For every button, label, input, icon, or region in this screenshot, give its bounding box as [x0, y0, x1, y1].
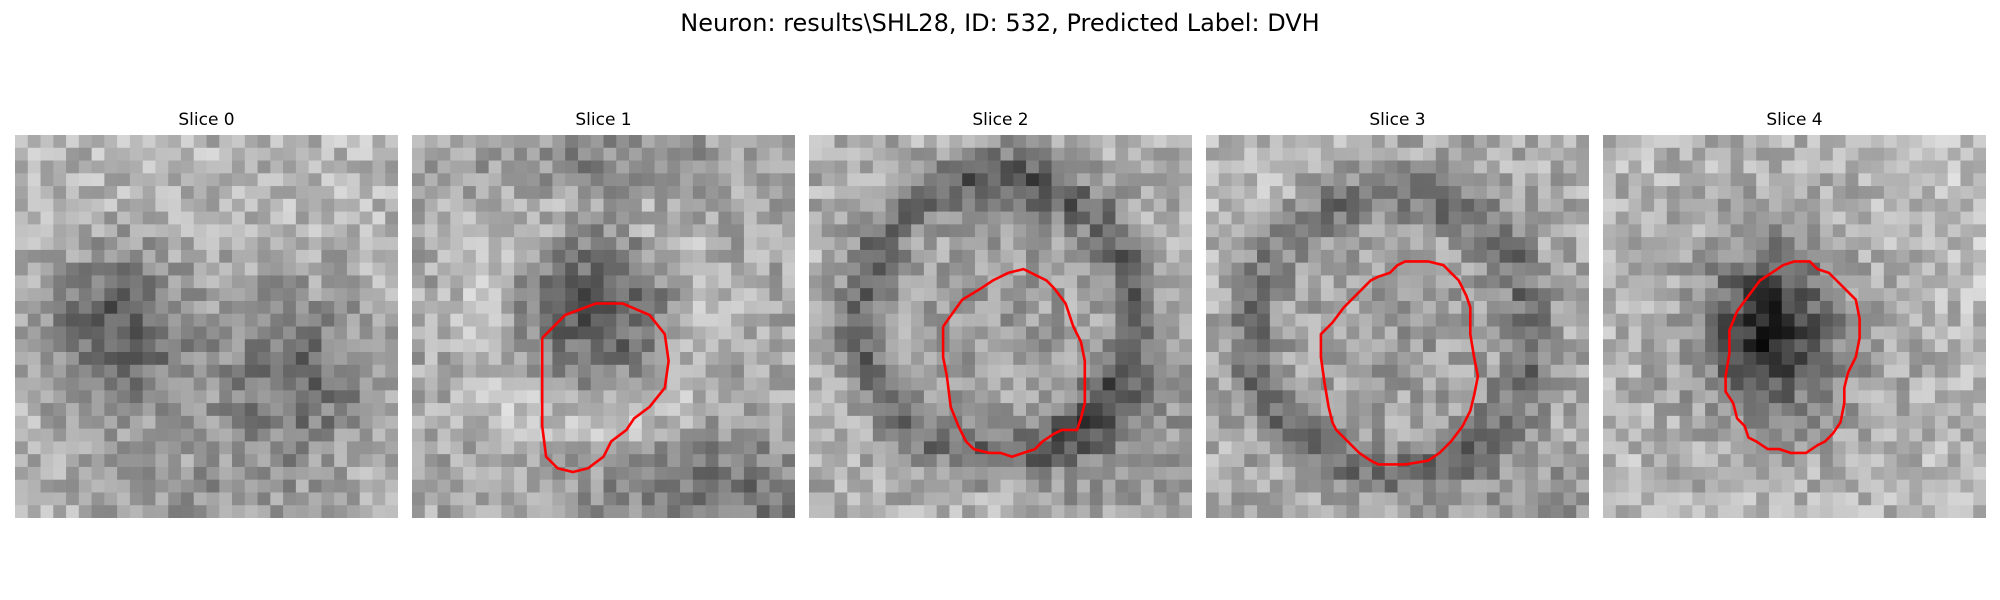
- slice-canvas-2: [809, 135, 1192, 518]
- segmentation-contour-1: [540, 302, 670, 474]
- segmentation-contour-2: [941, 267, 1087, 459]
- slice-image-1: [412, 135, 795, 518]
- slice-title-2: Slice 2: [972, 110, 1029, 130]
- figure-title: Neuron: results\SHL28, ID: 532, Predicte…: [680, 9, 1320, 37]
- slice-image-2: [809, 135, 1192, 518]
- slice-image-0: [15, 135, 398, 518]
- slice-canvas-3: [1206, 135, 1589, 518]
- segmentation-contour-4: [1724, 260, 1861, 455]
- slice-title-4: Slice 4: [1766, 110, 1823, 130]
- slice-canvas-4: [1603, 135, 1986, 518]
- slice-title-3: Slice 3: [1369, 110, 1426, 130]
- slice-image-3: [1206, 135, 1589, 518]
- slice-canvas-1: [412, 135, 795, 518]
- slice-title-0: Slice 0: [178, 110, 235, 130]
- slice-canvas-0: [15, 135, 398, 518]
- segmentation-contour-3: [1319, 260, 1480, 466]
- slice-title-1: Slice 1: [575, 110, 632, 130]
- slice-image-4: [1603, 135, 1986, 518]
